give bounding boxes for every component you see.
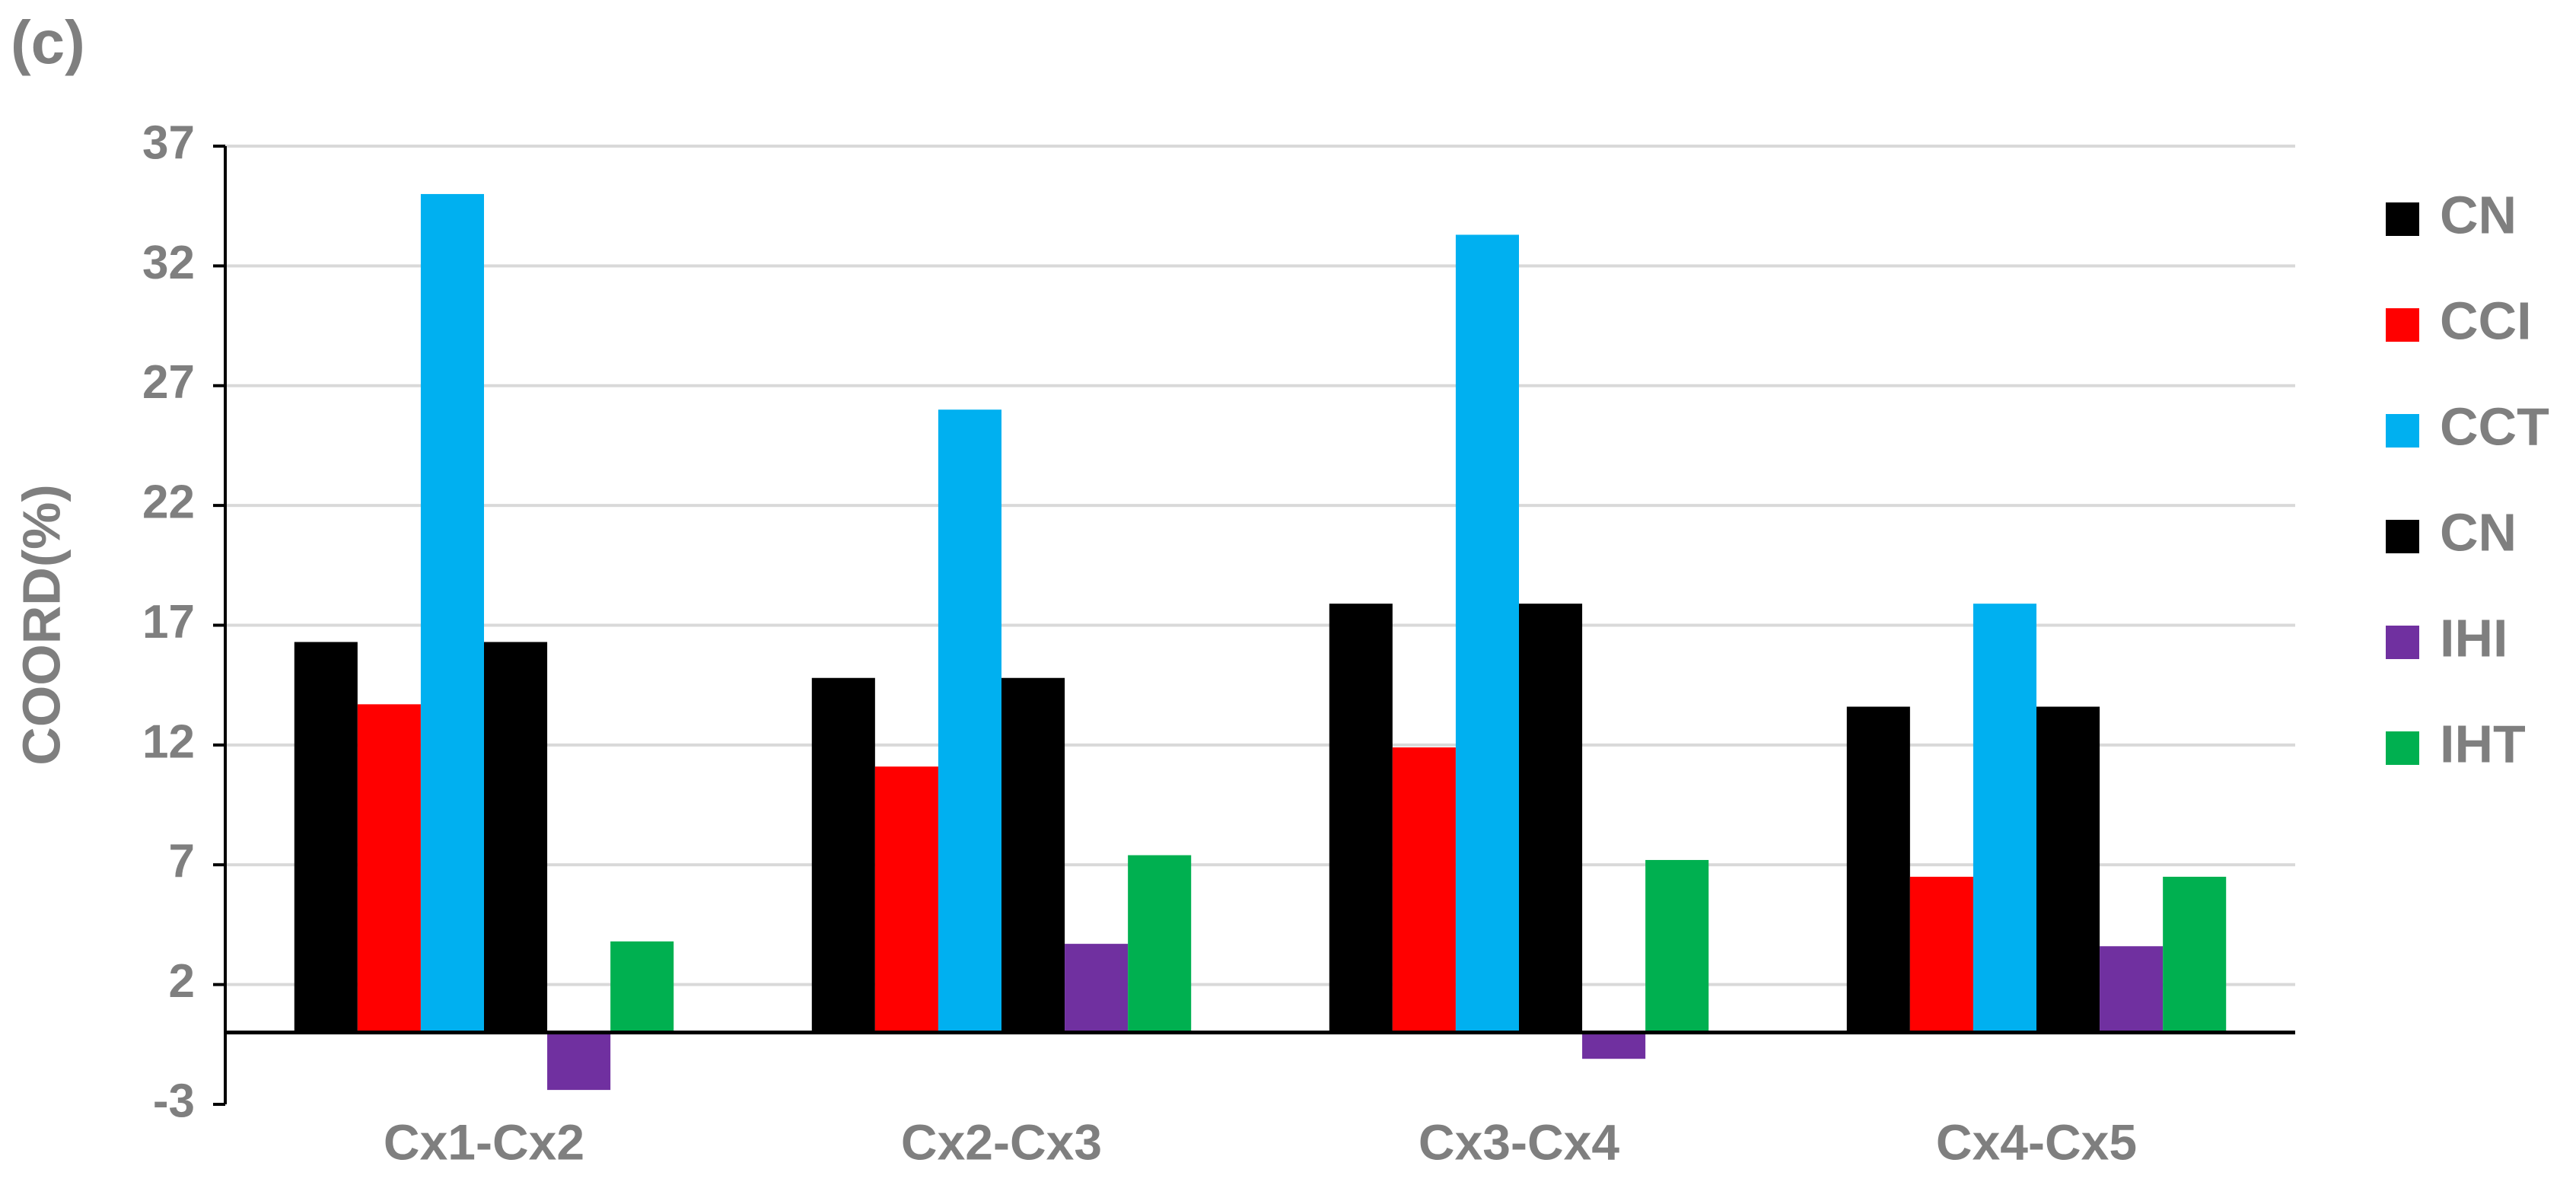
y-tick-label: 37 [142,116,195,169]
bar [1001,677,1065,1033]
legend-label: IHI [2440,608,2508,667]
bar [547,1032,611,1091]
x-tick-label: Cx1-Cx2 [384,1113,584,1170]
bar [938,409,1001,1033]
bar [420,193,484,1033]
y-tick-label: 2 [169,955,195,1008]
legend-label: CN [2440,502,2517,562]
bar [1582,1032,1646,1059]
bar [1909,876,1973,1033]
bar [1973,604,2036,1033]
bar [1329,604,1393,1033]
bar [1645,859,1709,1033]
y-tick-label: 17 [142,596,195,648]
legend-swatch [2386,308,2419,342]
legend-swatch [2386,520,2419,553]
y-tick-label: 32 [142,237,195,289]
y-tick-label: 27 [142,356,195,409]
bar [2036,706,2100,1033]
y-axis-label: COORD(%) [11,484,71,765]
y-tick-label: 12 [142,715,195,768]
y-tick-label: 22 [142,476,195,529]
y-tick-label: 7 [169,836,195,888]
bar [294,642,358,1033]
legend-label: CCT [2440,397,2549,456]
legend-swatch [2386,731,2419,765]
bar [2163,876,2227,1033]
bar [610,941,674,1033]
bar [874,766,938,1033]
bar [1065,944,1129,1033]
bar [1519,604,1583,1033]
bar [1846,706,1910,1033]
legend-label: IHT [2440,714,2526,773]
x-tick-label: Cx4-Cx5 [1936,1113,2137,1170]
x-tick-label: Cx3-Cx4 [1419,1113,1619,1170]
bar [2100,946,2164,1033]
bar [484,642,548,1033]
y-tick-label: -3 [153,1075,195,1127]
x-tick-label: Cx2-Cx3 [901,1113,1102,1170]
bar [357,704,421,1033]
bar [1128,855,1192,1033]
panel-label: (c) [11,8,85,76]
bar [811,677,875,1033]
legend-swatch [2386,414,2419,448]
legend-swatch [2386,202,2419,236]
legend-label: CCI [2440,291,2532,350]
legend-swatch [2386,626,2419,659]
legend-label: CN [2440,185,2517,244]
bar [1455,234,1519,1033]
bar [1392,747,1456,1033]
